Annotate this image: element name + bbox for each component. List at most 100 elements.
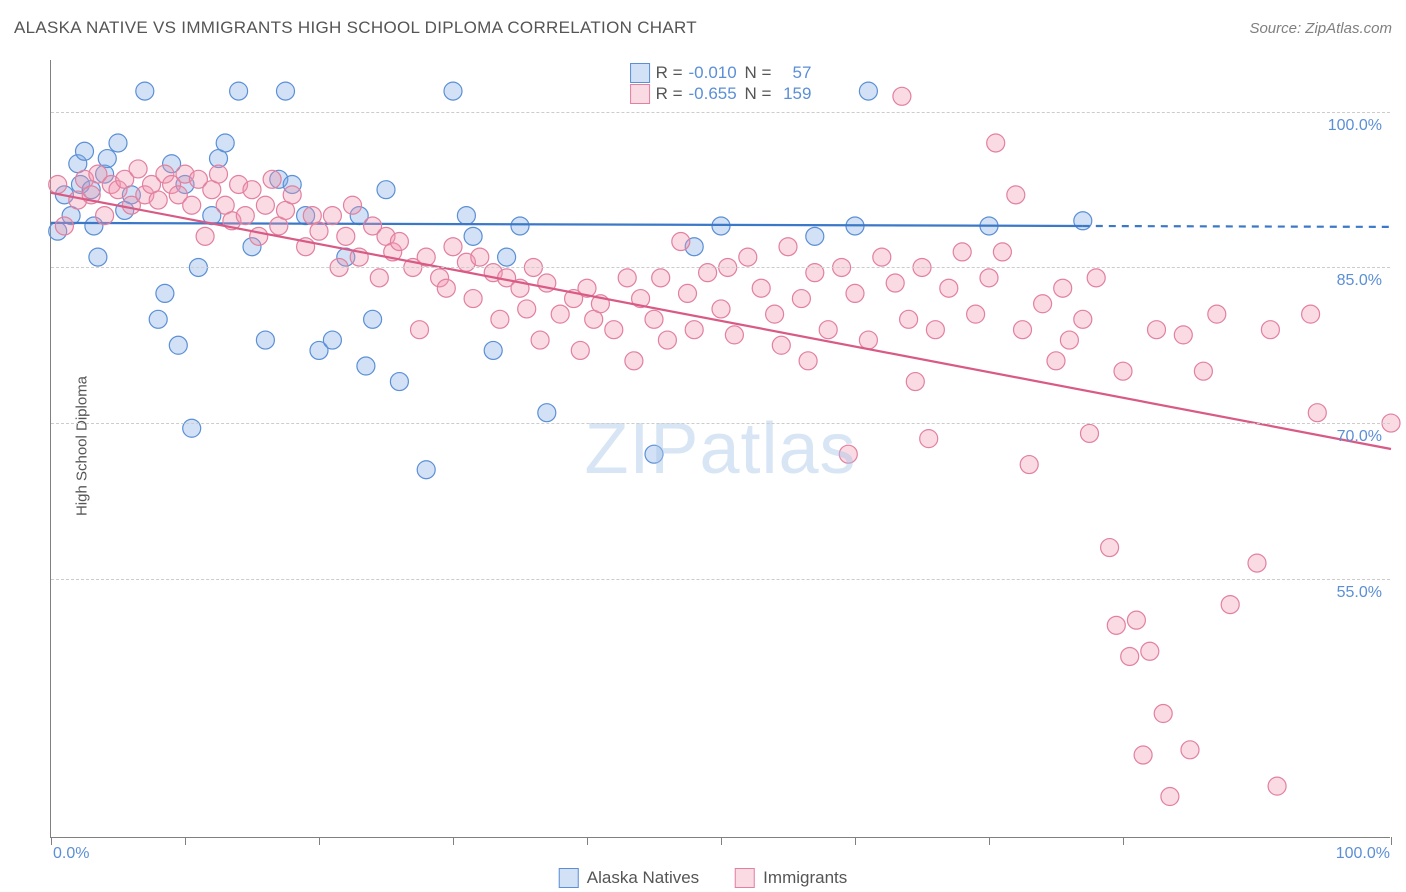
- scatter-point: [437, 279, 455, 297]
- scatter-point: [1127, 611, 1145, 629]
- scatter-point: [283, 186, 301, 204]
- scatter-point: [672, 233, 690, 251]
- scatter-point: [183, 196, 201, 214]
- scatter-point: [1308, 404, 1326, 422]
- x-tick: [185, 837, 186, 845]
- scatter-point: [1148, 321, 1166, 339]
- legend-r-val-alaska: -0.010: [689, 63, 739, 83]
- scatter-point: [1107, 616, 1125, 634]
- scatter-point: [725, 326, 743, 344]
- scatter-point: [1114, 362, 1132, 380]
- scatter-point: [1302, 305, 1320, 323]
- scatter-point: [893, 87, 911, 105]
- scatter-point: [323, 207, 341, 225]
- plot-area: ZIPatlas R = -0.010 N = 57 R = -0.655 N …: [50, 60, 1390, 838]
- gridline: [51, 267, 1390, 268]
- scatter-point: [129, 160, 147, 178]
- scatter-point: [370, 269, 388, 287]
- legend-swatch-icon: [559, 868, 579, 888]
- scatter-point: [263, 170, 281, 188]
- scatter-point: [216, 134, 234, 152]
- x-tick: [453, 837, 454, 845]
- scatter-point: [491, 310, 509, 328]
- scatter-point: [551, 305, 569, 323]
- legend-r-label: R =: [656, 84, 683, 104]
- scatter-point: [457, 207, 475, 225]
- scatter-point: [625, 352, 643, 370]
- scatter-point: [531, 331, 549, 349]
- legend-r-val-immigrants: -0.655: [689, 84, 739, 104]
- gridline: [51, 112, 1390, 113]
- scatter-point: [136, 82, 154, 100]
- scatter-point: [76, 142, 94, 160]
- legend-swatch-immigrants: [630, 84, 650, 104]
- scatter-point: [464, 227, 482, 245]
- scatter-point: [511, 217, 529, 235]
- legend-correlation: R = -0.010 N = 57 R = -0.655 N = 159: [626, 60, 816, 107]
- scatter-point: [390, 373, 408, 391]
- scatter-point: [149, 310, 167, 328]
- scatter-point: [1074, 310, 1092, 328]
- scatter-point: [98, 150, 116, 168]
- scatter-point: [906, 373, 924, 391]
- scatter-point: [806, 227, 824, 245]
- scatter-point: [806, 264, 824, 282]
- scatter-point: [987, 134, 1005, 152]
- scatter-point: [196, 227, 214, 245]
- scatter-point: [411, 321, 429, 339]
- scatter-point: [1121, 647, 1139, 665]
- scatter-point: [1248, 554, 1266, 572]
- gridline: [51, 579, 1390, 580]
- x-tick: [721, 837, 722, 845]
- scatter-point: [518, 300, 536, 318]
- scatter-point: [538, 404, 556, 422]
- x-tick-label-min: 0.0%: [53, 845, 89, 863]
- legend-bottom-immigrants: Immigrants: [735, 868, 847, 888]
- scatter-point: [953, 243, 971, 261]
- scatter-point: [109, 134, 127, 152]
- scatter-point: [1181, 741, 1199, 759]
- scatter-point: [444, 238, 462, 256]
- scatter-point: [484, 341, 502, 359]
- scatter-point: [1047, 352, 1065, 370]
- scatter-point: [1054, 279, 1072, 297]
- scatter-point: [1208, 305, 1226, 323]
- y-tick-label: 100.0%: [1328, 117, 1382, 135]
- scatter-point: [779, 238, 797, 256]
- scatter-point: [344, 196, 362, 214]
- scatter-point: [49, 175, 67, 193]
- scatter-point: [169, 336, 187, 354]
- scatter-point: [277, 82, 295, 100]
- scatter-point: [89, 248, 107, 266]
- scatter-point: [873, 248, 891, 266]
- scatter-point: [1261, 321, 1279, 339]
- scatter-point: [1154, 705, 1172, 723]
- legend-row-immigrants: R = -0.655 N = 159: [630, 84, 812, 104]
- legend-bottom-label: Alaska Natives: [587, 868, 699, 888]
- scatter-point: [1007, 186, 1025, 204]
- scatter-point: [377, 181, 395, 199]
- scatter-point: [256, 196, 274, 214]
- scatter-point: [766, 305, 784, 323]
- scatter-point: [96, 207, 114, 225]
- scatter-point: [980, 269, 998, 287]
- legend-swatch-alaska: [630, 63, 650, 83]
- scatter-point: [337, 227, 355, 245]
- scatter-point: [799, 352, 817, 370]
- gridline: [51, 423, 1390, 424]
- legend-n-label: N =: [745, 63, 772, 83]
- scatter-point: [1174, 326, 1192, 344]
- scatter-point: [1134, 746, 1152, 764]
- scatter-point: [618, 269, 636, 287]
- scatter-point: [967, 305, 985, 323]
- x-tick: [989, 837, 990, 845]
- scatter-point: [250, 227, 268, 245]
- scatter-point: [55, 217, 73, 235]
- scatter-point: [471, 248, 489, 266]
- scatter-point: [417, 461, 435, 479]
- scatter-point: [685, 321, 703, 339]
- scatter-point: [679, 284, 697, 302]
- x-tick: [587, 837, 588, 845]
- scatter-point: [658, 331, 676, 349]
- scatter-point: [1087, 269, 1105, 287]
